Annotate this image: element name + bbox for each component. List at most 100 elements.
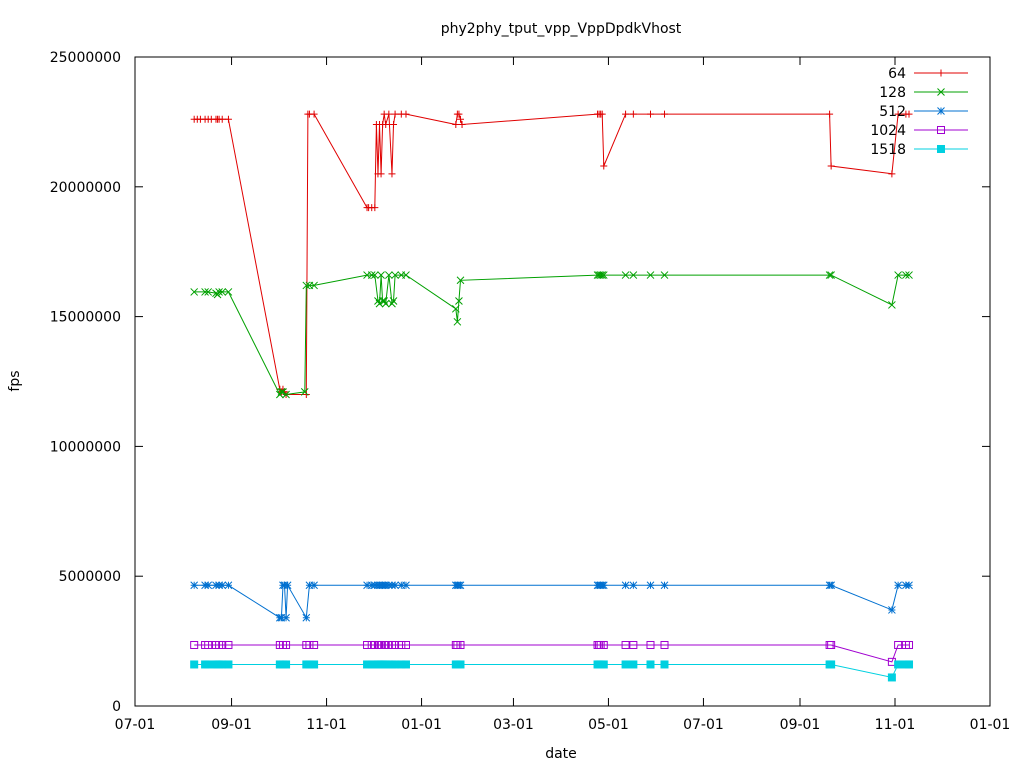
- data-point-64: [458, 120, 466, 128]
- data-point-1518: [204, 660, 213, 669]
- y-tick-label: 0: [112, 699, 121, 715]
- data-point-64: [894, 110, 902, 118]
- data-point-64: [218, 115, 226, 123]
- data-point-128: [277, 388, 286, 396]
- data-point-128: [215, 288, 223, 296]
- data-point-64: [905, 110, 913, 118]
- data-point-128: [905, 271, 913, 279]
- data-point-64: [661, 110, 669, 118]
- x-tick-label: 09-01: [780, 717, 821, 733]
- y-tick-label: 15000000: [50, 310, 121, 326]
- plot-frame: [134, 56, 991, 707]
- data-point-128: [391, 271, 399, 279]
- data-point-1024: [660, 640, 669, 649]
- data-point-128: [190, 288, 199, 296]
- data-point-1024: [621, 640, 630, 649]
- data-point-512: [190, 581, 199, 590]
- data-point-512: [391, 581, 399, 590]
- legend-label-128: 128: [879, 85, 906, 101]
- data-point-1024: [456, 640, 465, 649]
- data-point-128: [224, 288, 233, 296]
- legend-label-1024: 1024: [870, 123, 906, 139]
- y-axis-label: fps: [7, 370, 23, 391]
- data-point-64: [402, 110, 410, 118]
- data-point-512: [204, 581, 213, 590]
- data-point-512: [302, 613, 311, 622]
- series-group: [190, 110, 914, 682]
- data-point-128: [218, 288, 227, 296]
- data-point-1024: [894, 640, 903, 649]
- data-point-128: [455, 297, 463, 305]
- data-point-1518: [905, 660, 914, 669]
- data-point-1518: [456, 660, 465, 669]
- data-point-1518: [894, 660, 903, 669]
- data-point-1518: [827, 660, 836, 669]
- data-point-1518: [660, 660, 669, 669]
- data-point-512: [599, 581, 608, 590]
- data-point-512: [397, 581, 406, 590]
- data-point-1024: [224, 640, 233, 649]
- data-point-128: [300, 388, 309, 396]
- data-point-128: [629, 271, 638, 279]
- data-point-64: [371, 204, 379, 212]
- data-point-512: [363, 581, 371, 590]
- series-64: [190, 110, 913, 398]
- x-tick-label: 07-01: [115, 717, 156, 733]
- data-point-1024: [218, 640, 227, 649]
- legend-marker-64: [937, 69, 945, 77]
- data-point-128: [384, 271, 393, 279]
- data-point-1024: [310, 640, 319, 649]
- data-point-512: [456, 581, 465, 590]
- chart-title: phy2phy_tput_vpp_VppDpdkVhost: [441, 21, 682, 37]
- data-point-128: [621, 271, 630, 279]
- data-point-128: [204, 288, 213, 296]
- data-point-128: [596, 271, 605, 279]
- data-point-128: [381, 299, 390, 308]
- data-point-128: [310, 281, 318, 290]
- data-point-128: [377, 271, 385, 279]
- data-point-128: [389, 297, 398, 305]
- data-point-128: [370, 271, 379, 279]
- data-point-1518: [887, 673, 896, 682]
- data-point-64: [302, 390, 310, 398]
- data-point-1024: [305, 640, 314, 649]
- data-point-128: [367, 271, 376, 279]
- data-point-64: [827, 162, 835, 170]
- x-tick-label: 05-01: [588, 717, 629, 733]
- data-point-128: [894, 271, 902, 279]
- x-tick-label: 01-01: [401, 717, 442, 733]
- data-point-1024: [646, 640, 655, 649]
- x-tick-label: 11-01: [306, 717, 347, 733]
- data-point-1024: [629, 640, 638, 649]
- data-point-64: [452, 120, 460, 128]
- data-point-128: [282, 390, 290, 399]
- data-point-128: [598, 271, 607, 279]
- data-point-1024: [905, 640, 914, 649]
- data-point-64: [455, 110, 463, 118]
- data-point-64: [310, 110, 318, 118]
- data-point-64: [456, 115, 464, 123]
- data-point-64: [377, 170, 385, 178]
- data-point-512: [282, 613, 290, 622]
- data-point-128: [902, 271, 910, 279]
- data-point-128: [825, 271, 834, 279]
- data-point-1024: [204, 640, 213, 649]
- data-point-1024: [827, 640, 836, 649]
- x-tick-label: 07-01: [683, 717, 724, 733]
- data-point-512: [888, 606, 896, 614]
- data-point-128: [660, 271, 669, 279]
- data-point-512: [218, 581, 227, 590]
- data-point-64: [598, 110, 606, 118]
- data-point-64: [388, 170, 396, 178]
- y-tick-label: 10000000: [50, 439, 121, 455]
- data-point-1518: [599, 660, 608, 669]
- y-tick-label: 20000000: [50, 180, 121, 196]
- data-point-1024: [599, 640, 608, 649]
- data-point-512: [827, 581, 836, 590]
- data-point-128: [456, 276, 465, 285]
- y-tick-label: 5000000: [59, 569, 121, 585]
- data-point-512: [621, 581, 630, 590]
- data-point-64: [646, 110, 654, 118]
- data-point-128: [201, 288, 209, 296]
